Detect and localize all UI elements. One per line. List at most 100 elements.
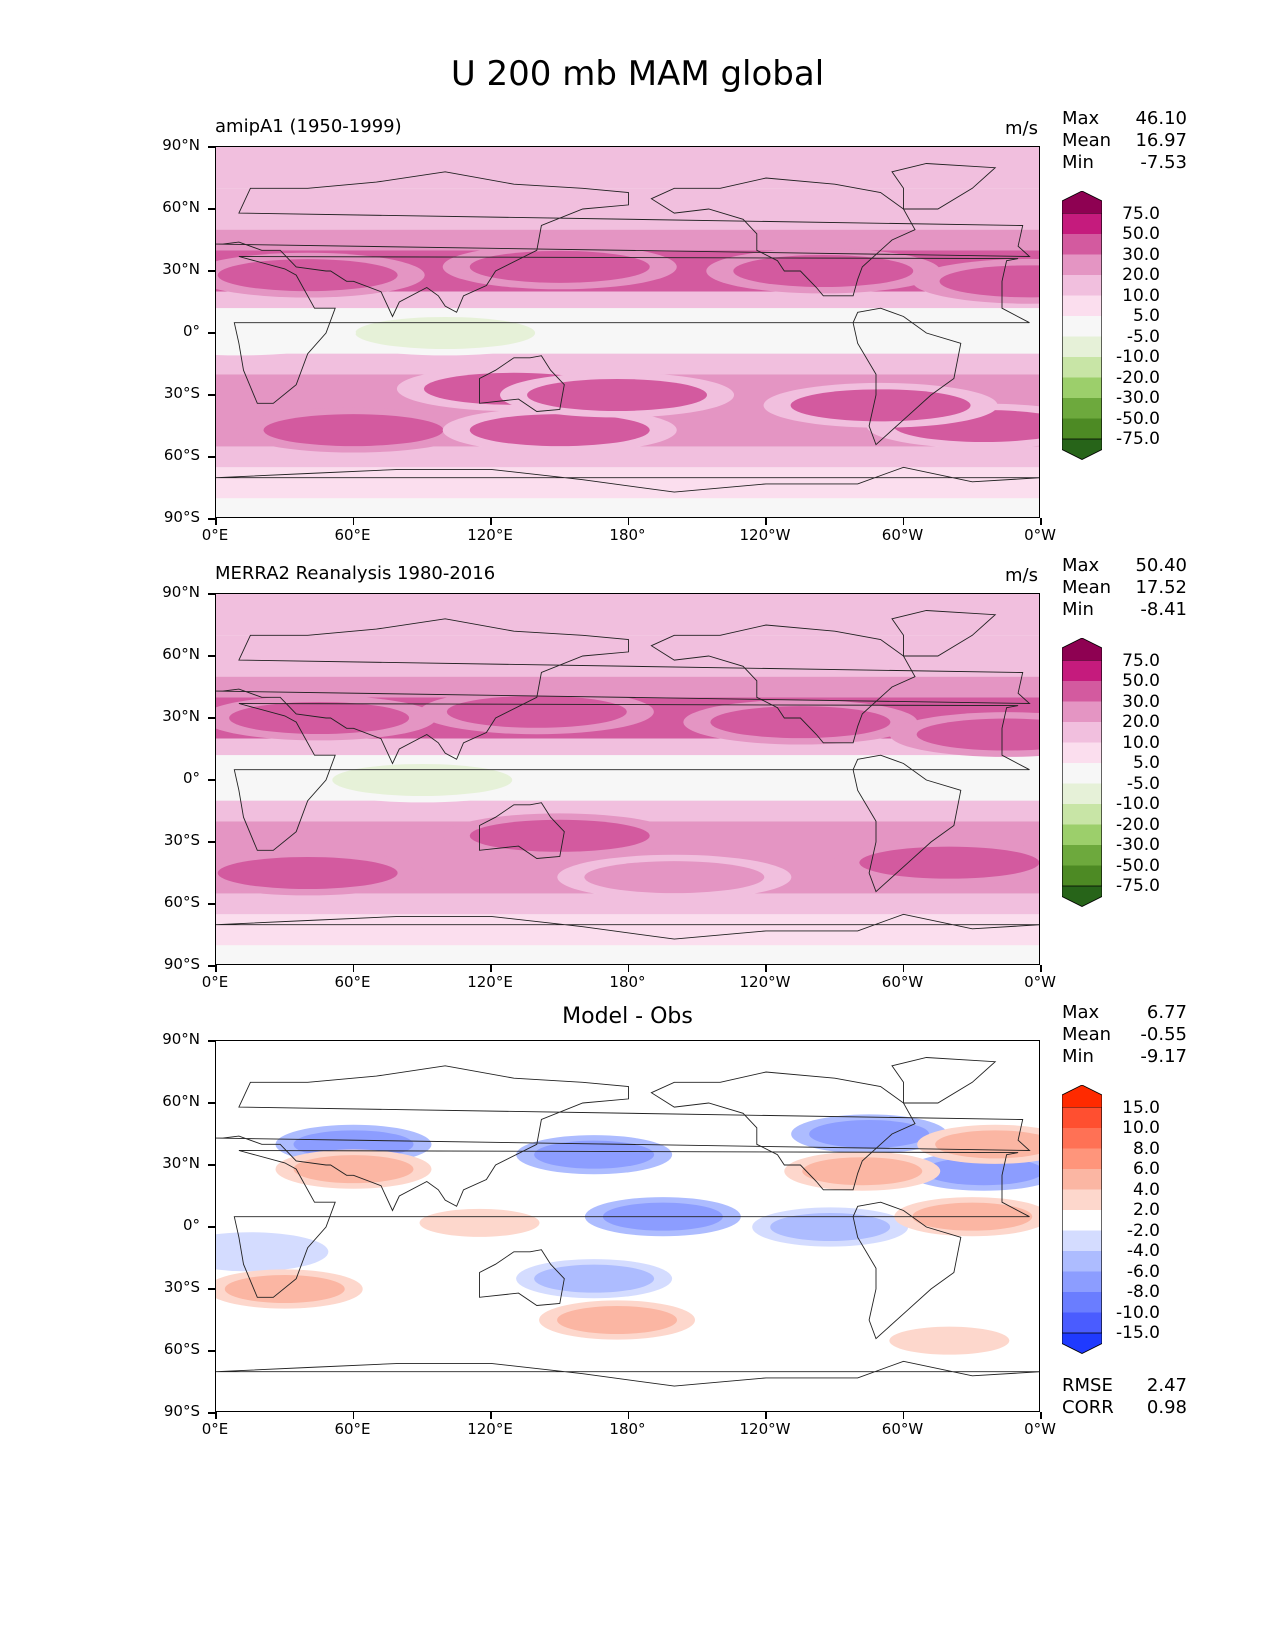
- colorbar-top-extend: [1061, 1084, 1103, 1108]
- x-tick-mark: [1040, 518, 1042, 525]
- stat-row-mean: Mean 16.97: [1062, 130, 1187, 152]
- zonal-band: [216, 147, 1039, 189]
- colorbar-level-label: -20.0: [1116, 367, 1160, 388]
- x-tick-mark: [902, 518, 904, 525]
- contour-core: [217, 857, 398, 889]
- y-tick-mark: [208, 1350, 215, 1352]
- contour-core: [770, 1213, 891, 1241]
- stat-row-max: Max 6.77: [1062, 1002, 1187, 1024]
- y-tick-mark: [208, 1040, 215, 1042]
- stat-value: 17.52: [1135, 577, 1187, 598]
- colorbar-level-label: -8.0: [1126, 1282, 1160, 1302]
- stat-row-min: Min -9.17: [1062, 1046, 1187, 1068]
- colorbar-segment: [1062, 1169, 1102, 1190]
- x-tick-label: 0°W: [1024, 973, 1056, 991]
- x-tick-mark: [765, 965, 767, 972]
- y-tick-mark: [208, 456, 215, 458]
- zonal-band: [216, 635, 1039, 677]
- contour-core: [939, 265, 1039, 298]
- colorbar-segment: [1062, 1251, 1102, 1272]
- colorbar-segment: [1062, 865, 1102, 886]
- colorbar-segment: [1062, 681, 1102, 702]
- colorbar: 15.0 10.0 8.0 6.0 4.0 2.0 -2.0 -4.0 -6.0 -8.0 -10.…: [1061, 1084, 1160, 1360]
- x-tick-mark: [627, 965, 629, 972]
- x-tick-mark: [765, 518, 767, 525]
- y-tick-label: 0°: [182, 1216, 200, 1234]
- colorbar-level-label: -75.0: [1116, 876, 1160, 896]
- x-tick-mark: [902, 1412, 904, 1419]
- y-tick-label: 60°N: [162, 198, 200, 216]
- zonal-band: [216, 498, 1039, 517]
- greenland-coastline: [891, 1057, 997, 1104]
- y-tick-label: 90°S: [163, 1402, 200, 1420]
- colorbar-segment: [1062, 1128, 1102, 1149]
- y-tick-mark: [208, 655, 215, 657]
- y-tick-mark: [208, 208, 215, 210]
- map-area: [215, 146, 1040, 518]
- colorbar-level-label: 10.0: [1122, 732, 1160, 753]
- y-tick-label: 0°: [182, 769, 200, 787]
- stat-value: -8.41: [1140, 599, 1187, 620]
- colorbar-segment: [1062, 1189, 1102, 1210]
- x-tick-label: 0°E: [201, 1420, 229, 1438]
- metric-label: RMSE: [1062, 1375, 1113, 1396]
- colorbar-svg: [1061, 1084, 1103, 1354]
- zonal-band: [216, 914, 1039, 946]
- contour-core: [859, 846, 1039, 879]
- colorbar-level-label: -50.0: [1116, 408, 1160, 429]
- x-tick-mark: [215, 965, 217, 972]
- metric-value: 0.98: [1146, 1397, 1187, 1418]
- stats-box: Max 50.40 Mean 17.52 Min -8.41: [1062, 555, 1187, 621]
- colorbar-segment: [1062, 783, 1102, 804]
- stat-label: Min: [1062, 599, 1094, 620]
- colorbar-level-label: 10.0: [1122, 285, 1160, 306]
- y-tick-mark: [208, 717, 215, 719]
- y-tick-mark: [208, 270, 215, 272]
- zonal-band: [216, 800, 1039, 822]
- x-tick-label: 60°W: [881, 973, 924, 991]
- stat-value: -7.53: [1140, 152, 1187, 173]
- colorbar-segment: [1062, 398, 1102, 419]
- colorbar-level-label: 30.0: [1122, 244, 1160, 265]
- y-tick-label: 30°N: [162, 707, 200, 725]
- contour-core: [790, 389, 971, 422]
- contour-core: [534, 1264, 655, 1293]
- colorbar-segment: [1062, 275, 1102, 296]
- colorbar-segment: [1062, 763, 1102, 784]
- units-label: m/s: [1005, 118, 1038, 139]
- stat-row-max: Max 50.40: [1062, 555, 1187, 577]
- south-america-coastline: [852, 307, 962, 446]
- stat-value: 16.97: [1135, 130, 1187, 151]
- y-tick-label: 60°N: [162, 1092, 200, 1110]
- y-tick-mark: [208, 779, 215, 781]
- x-tick-mark: [902, 965, 904, 972]
- contour-core: [419, 1208, 540, 1237]
- stat-value: -0.55: [1140, 1024, 1187, 1045]
- y-tick-mark: [208, 394, 215, 396]
- y-tick-label: 60°S: [163, 893, 200, 911]
- zonal-band: [216, 229, 1039, 251]
- contour-core: [469, 250, 650, 283]
- stat-label: Max: [1062, 1002, 1100, 1023]
- x-tick-mark: [765, 1412, 767, 1419]
- y-tick-label: 90°S: [163, 955, 200, 973]
- stat-label: Mean: [1062, 130, 1112, 151]
- colorbar-segment: [1062, 1210, 1102, 1231]
- stat-value: 46.10: [1135, 108, 1187, 129]
- colorbar-level-label: 30.0: [1122, 691, 1160, 712]
- x-tick-mark: [1040, 1412, 1042, 1419]
- metric-row-corr: CORR 0.98: [1062, 1397, 1187, 1419]
- y-tick-mark: [208, 1226, 215, 1228]
- contour-core: [469, 414, 650, 447]
- colorbar-level-label: -4.0: [1126, 1241, 1160, 1261]
- contour-core: [216, 317, 329, 349]
- metric-row-rmse: RMSE 2.47: [1062, 1375, 1187, 1397]
- x-tick-mark: [490, 965, 492, 972]
- contour-core: [293, 1155, 414, 1184]
- x-tick-label: 120°W: [739, 526, 791, 544]
- antarctica-coastline: [216, 466, 1039, 493]
- map-svg: [216, 147, 1039, 517]
- contour-core: [710, 706, 891, 739]
- x-tick-mark: [627, 1412, 629, 1419]
- contour-core: [534, 1140, 655, 1169]
